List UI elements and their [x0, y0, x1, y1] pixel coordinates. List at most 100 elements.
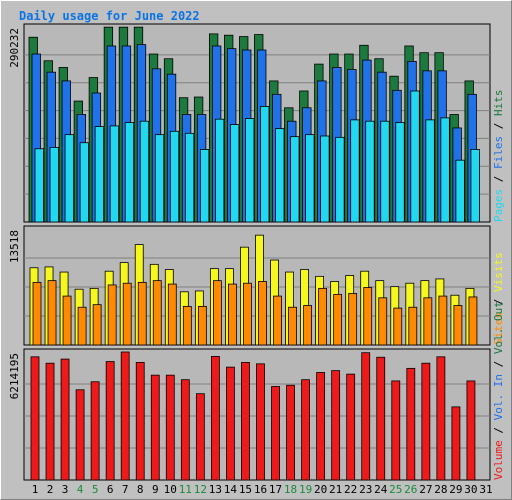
- bar-sites-day-25: [393, 307, 403, 346]
- x-tick-label: 16: [254, 483, 267, 496]
- bar-volume-day-14: [226, 366, 235, 481]
- bar-sites-day-23: [363, 287, 373, 346]
- bar-volume-day-15: [241, 361, 250, 481]
- bar-volume-day-10: [165, 374, 175, 481]
- x-tick-label: 3: [62, 483, 69, 496]
- bar-sites-day-27: [423, 297, 433, 346]
- bar-sites-day-12: [197, 305, 207, 346]
- y-max-label: 6214195: [8, 353, 21, 399]
- bar-volume-day-17: [271, 386, 280, 481]
- bar-volume-day-6: [105, 361, 115, 481]
- bar-pages-day-25: [395, 122, 405, 223]
- bar-pages-day-22: [350, 119, 360, 223]
- y-max-label: 290232: [8, 28, 21, 68]
- x-tick-label: 21: [329, 483, 342, 496]
- bar-volume-day-21: [331, 370, 341, 481]
- bar-sites-day-4: [77, 306, 87, 346]
- x-tick-label: 25: [389, 483, 402, 496]
- bar-pages-day-21: [335, 136, 345, 223]
- bar-sites-day-15: [243, 282, 252, 346]
- bar-volume-day-30: [466, 380, 476, 481]
- bar-pages-day-18: [290, 136, 300, 223]
- x-tick-label: 29: [449, 483, 462, 496]
- x-tick-label: 2: [47, 483, 54, 496]
- bar-pages-day-20: [320, 135, 330, 223]
- bar-pages-day-2: [49, 147, 59, 223]
- bar-pages-day-19: [305, 134, 315, 223]
- bar-sites-day-10: [167, 283, 177, 346]
- bar-volume-day-23: [361, 352, 371, 481]
- bar-volume-day-4: [75, 389, 85, 481]
- x-tick-label: 13: [209, 483, 222, 496]
- bar-volume-day-13: [210, 356, 220, 481]
- bar-pages-day-6: [109, 125, 120, 223]
- bar-volume-day-1: [30, 356, 40, 481]
- bar-pages-day-9: [154, 134, 165, 223]
- bar-pages-day-5: [94, 126, 105, 223]
- x-tick-label: 24: [374, 483, 388, 496]
- bar-volume-day-11: [180, 379, 190, 481]
- bar-sites-day-8: [137, 281, 147, 346]
- bar-sites-day-9: [152, 280, 162, 346]
- bar-sites-day-7: [122, 282, 132, 346]
- chart-title: Daily usage for June 2022: [19, 9, 200, 23]
- bar-volume-day-7: [120, 351, 130, 481]
- x-tick-label: 20: [314, 483, 327, 496]
- y-max-label: 13518: [8, 230, 21, 263]
- legend: Volume / Vol. In / Vol. Out: [492, 301, 505, 480]
- legend: Sites / Visits: [492, 252, 505, 345]
- bar-volume-day-20: [316, 372, 326, 481]
- bar-pages-day-15: [245, 118, 255, 223]
- bar-volume-day-18: [286, 384, 295, 481]
- bar-sites-day-5: [92, 304, 102, 346]
- bar-pages-day-16: [260, 106, 270, 223]
- x-tick-label: 1: [32, 483, 39, 496]
- bar-pages-day-30: [470, 149, 480, 223]
- bar-pages-day-17: [275, 128, 285, 223]
- x-tick-label: 19: [299, 483, 312, 496]
- bar-pages-day-1: [34, 148, 44, 223]
- bar-volume-day-26: [406, 367, 416, 481]
- bar-volume-day-29: [451, 406, 461, 481]
- bar-pages-day-3: [64, 134, 74, 223]
- x-tick-label: 5: [92, 483, 99, 496]
- bar-sites-day-30: [468, 296, 478, 346]
- bar-volume-day-9: [150, 374, 160, 481]
- bar-pages-day-4: [79, 142, 89, 223]
- bar-volume-day-27: [421, 362, 431, 481]
- bar-volume-day-22: [346, 373, 356, 481]
- bar-pages-day-14: [230, 124, 240, 223]
- x-tick-label: 6: [107, 483, 114, 496]
- x-tick-label: 10: [164, 483, 177, 496]
- bar-sites-day-3: [62, 295, 72, 346]
- bar-sites-day-14: [228, 283, 237, 346]
- bar-sites-day-20: [318, 287, 328, 346]
- bar-sites-day-6: [107, 284, 117, 346]
- bar-sites-day-19: [303, 305, 312, 346]
- bar-volume-day-12: [195, 393, 205, 481]
- bar-pages-day-11: [184, 132, 195, 223]
- x-tick-label: 9: [152, 483, 159, 496]
- x-tick-label: 23: [359, 483, 372, 496]
- x-tick-label: 26: [404, 483, 417, 496]
- bar-volume-day-8: [135, 361, 145, 481]
- bar-sites-day-26: [408, 306, 418, 346]
- bar-volume-day-28: [436, 356, 446, 481]
- x-tick-label: 11: [179, 483, 192, 496]
- bar-volume-day-5: [90, 381, 100, 481]
- bar-pages-day-29: [455, 159, 465, 223]
- bar-pages-day-10: [169, 130, 180, 223]
- bar-sites-day-28: [438, 295, 448, 346]
- bar-volume-day-25: [391, 380, 401, 481]
- x-tick-label: 30: [464, 483, 477, 496]
- bar-volume-day-3: [60, 358, 70, 481]
- bar-sites-day-24: [378, 297, 388, 346]
- bar-pages-day-27: [425, 119, 435, 223]
- x-tick-label: 31: [479, 483, 492, 496]
- bar-pages-day-24: [380, 120, 390, 223]
- bar-pages-day-8: [139, 120, 150, 223]
- x-tick-label: 14: [224, 483, 238, 496]
- bar-volume-day-19: [301, 379, 310, 481]
- bar-sites-day-13: [212, 280, 222, 346]
